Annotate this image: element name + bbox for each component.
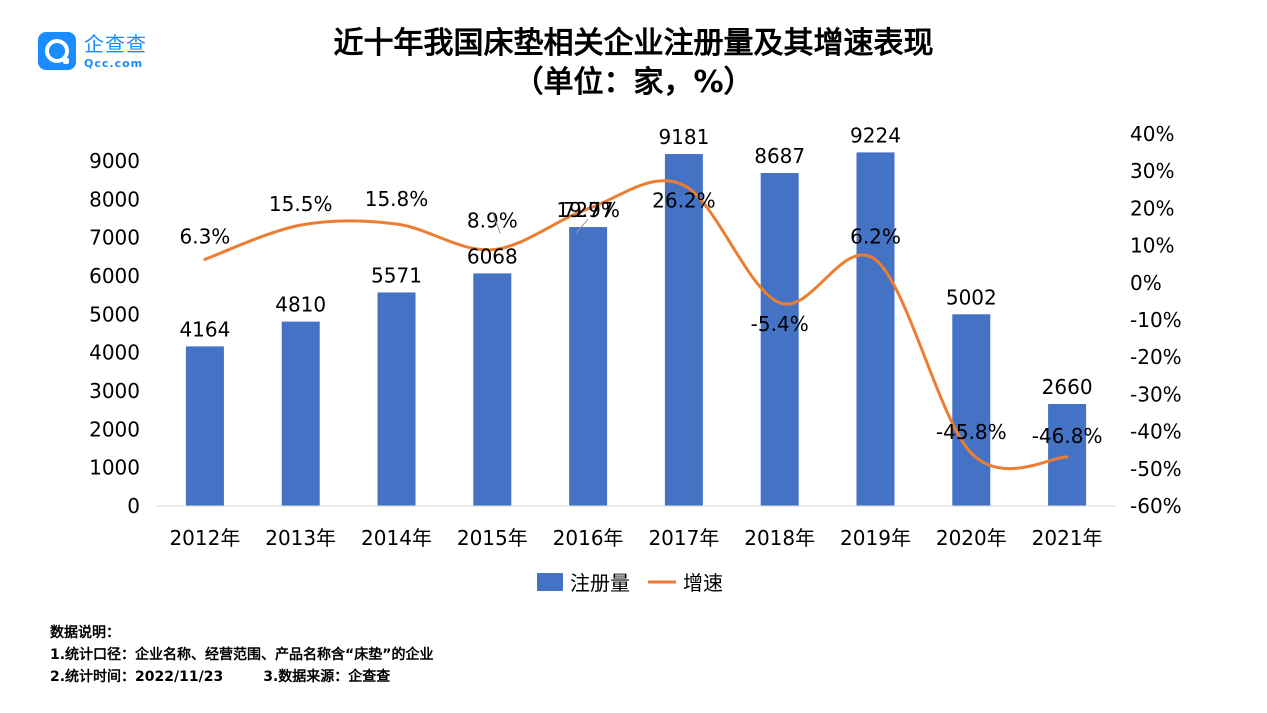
- y-right-tick-label: 40%: [1130, 122, 1174, 146]
- bar-registrations: [856, 152, 895, 506]
- y-left-tick-label: 6000: [89, 264, 140, 288]
- qcc-logo-icon: [38, 32, 76, 70]
- y-right-tick-label: -30%: [1130, 382, 1182, 406]
- notes-time-source: 2.统计时间：2022/11/23 3.数据来源：企查查: [50, 666, 433, 688]
- y-left-tick-label: 7000: [89, 226, 140, 250]
- chart-subtitle: （单位：家，%）: [513, 65, 754, 100]
- x-tick-label: 2019年: [840, 526, 911, 550]
- y-right-tick-label: -20%: [1130, 345, 1182, 369]
- bar-registrations: [1048, 404, 1087, 506]
- line-growth-rate: [203, 179, 1069, 471]
- x-tick-label: 2014年: [361, 526, 432, 550]
- bar-value-label: 9181: [658, 125, 709, 149]
- chart-title: 近十年我国床垫相关企业注册量及其增速表现: [333, 26, 934, 61]
- line-value-label: 6.3%: [179, 224, 230, 248]
- line-value-label: -46.8%: [1032, 424, 1103, 448]
- notes-scope: 1.统计口径：企业名称、经营范围、产品名称含“床垫”的企业: [50, 647, 434, 663]
- bar-registrations: [473, 273, 512, 506]
- x-tick-label: 2018年: [744, 526, 815, 550]
- bar-registrations: [185, 346, 224, 506]
- bar-value-label: 4164: [179, 317, 230, 341]
- y-left-tick-label: 0: [127, 494, 140, 518]
- y-right-tick-label: 10%: [1130, 234, 1174, 258]
- bar-registrations: [664, 154, 703, 507]
- line-value-label: -5.4%: [751, 312, 809, 336]
- logo-url: Qcc.com: [84, 57, 144, 70]
- y-left-tick-label: 3000: [89, 379, 140, 403]
- bar-value-label: 9224: [850, 123, 901, 147]
- line-value-label: 15.5%: [269, 192, 333, 216]
- y-left-tick-label: 8000: [89, 187, 140, 211]
- legend-label-growth: 增速: [683, 571, 723, 595]
- legend-label-registrations: 注册量: [570, 571, 630, 595]
- y-left-tick-label: 5000: [89, 302, 140, 326]
- y-left-tick-label: 2000: [89, 417, 140, 441]
- line-value-label: 15.8%: [365, 187, 429, 211]
- x-tick-label: 2016年: [553, 526, 624, 550]
- bar-registrations: [281, 321, 320, 506]
- bar-value-label: 4810: [275, 293, 326, 317]
- bar-value-label: 8687: [754, 144, 805, 168]
- logo-name: 企查查: [84, 32, 147, 56]
- line-value-label: -45.8%: [936, 420, 1007, 444]
- y-right-tick-label: 0%: [1130, 271, 1162, 295]
- y-right-tick-label: -10%: [1130, 308, 1182, 332]
- y-right-tick-label: 30%: [1130, 159, 1174, 183]
- y-left-tick-label: 1000: [89, 456, 140, 480]
- x-tick-label: 2017年: [648, 526, 719, 550]
- bar-value-label: 6068: [467, 244, 518, 268]
- x-tick-label: 2012年: [169, 526, 240, 550]
- y-right-tick-label: -50%: [1130, 457, 1182, 481]
- bar-registrations: [952, 314, 991, 506]
- x-tick-label: 2021年: [1032, 526, 1103, 550]
- bar-registrations: [569, 227, 608, 506]
- x-tick-label: 2020年: [936, 526, 1007, 550]
- bar-value-label: 5002: [946, 285, 997, 309]
- bar-value-label: 7277: [563, 198, 614, 222]
- notes-time: 2.统计时间：2022/11/23: [50, 669, 224, 685]
- y-right-tick-label: -60%: [1130, 494, 1182, 518]
- legend-swatch-registrations: [537, 573, 563, 591]
- y-right-tick-label: 20%: [1130, 196, 1174, 220]
- leader-line: [575, 218, 589, 234]
- line-value-label: 26.2%: [652, 188, 716, 212]
- notes-heading: 数据说明：: [50, 625, 120, 641]
- x-tick-label: 2015年: [457, 526, 528, 550]
- bar-value-label: 2660: [1042, 375, 1093, 399]
- bar-registrations: [760, 172, 799, 506]
- notes-source: 3.数据来源：企查查: [263, 669, 391, 685]
- y-left-tick-label: 4000: [89, 341, 140, 365]
- y-right-tick-label: -40%: [1130, 420, 1182, 444]
- line-value-label: 19.9%: [556, 198, 620, 222]
- bar-registrations: [377, 292, 416, 506]
- line-value-label: 6.2%: [850, 225, 901, 249]
- qcc-logo: 企查查 Qcc.com: [38, 32, 178, 76]
- y-left-tick-label: 9000: [89, 149, 140, 173]
- x-tick-label: 2013年: [265, 526, 336, 550]
- leader-line: [491, 211, 501, 234]
- bar-value-label: 5571: [371, 263, 422, 287]
- data-notes: 数据说明： 1.统计口径：企业名称、经营范围、产品名称含“床垫”的企业 2.统计…: [50, 622, 433, 688]
